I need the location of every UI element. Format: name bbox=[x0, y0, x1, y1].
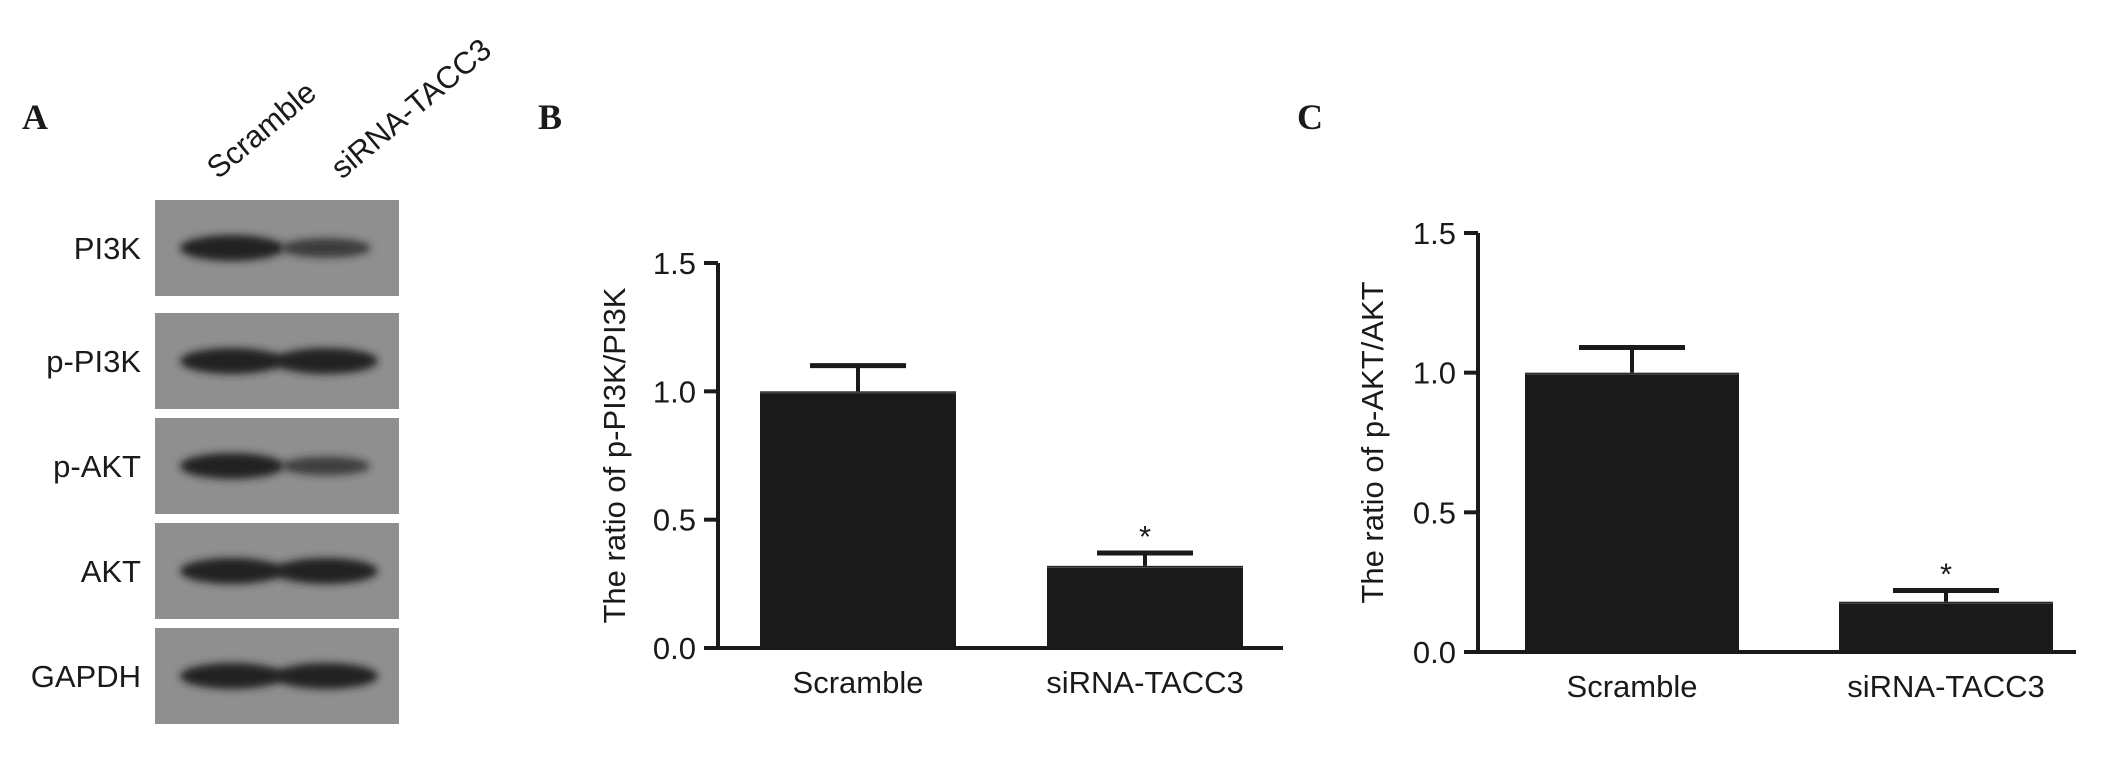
y-tick-label: 1.5 bbox=[653, 246, 696, 281]
bar bbox=[1839, 601, 2053, 652]
bar bbox=[1047, 565, 1243, 648]
y-tick-label: 0.0 bbox=[1413, 635, 1456, 670]
y-tick-label: 1.5 bbox=[1413, 216, 1456, 251]
y-tick-label: 0.5 bbox=[1413, 495, 1456, 530]
bar-chart-p-pi3k: 0.0 0.5 1.0 1.5 The ratio of p-PI3K/PI3K Scra… bbox=[597, 246, 1283, 700]
x-tick-label: siRNA-TACC3 bbox=[1046, 665, 1244, 700]
blot-row-label: p-AKT bbox=[53, 449, 141, 484]
x-tick-label: Scramble bbox=[793, 665, 924, 700]
y-axis-label: The ratio of p-PI3K/PI3K bbox=[597, 287, 632, 623]
y-tick-label: 0.5 bbox=[653, 503, 696, 538]
bar-chart-p-akt: 0.0 0.5 1.0 1.5 The ratio of p-AKT/AKT Scramb… bbox=[1355, 216, 2076, 704]
panel-label-a: A bbox=[22, 97, 48, 137]
bar bbox=[760, 391, 956, 648]
blot-row-label: AKT bbox=[81, 554, 141, 589]
blot-row-label: GAPDH bbox=[31, 659, 141, 694]
panel-label-c: C bbox=[1297, 97, 1323, 137]
blot-band bbox=[281, 238, 371, 258]
blot-band bbox=[180, 235, 284, 261]
y-axis-label: The ratio of p-AKT/AKT bbox=[1355, 281, 1390, 603]
blot-row-label: PI3K bbox=[74, 231, 142, 266]
blot-band bbox=[274, 348, 378, 374]
blot-band bbox=[180, 663, 284, 689]
x-tick-label: Scramble bbox=[1567, 669, 1698, 704]
significance-marker: * bbox=[1139, 519, 1151, 554]
panel-label-b: B bbox=[538, 97, 563, 137]
blot-lane-label: Scramble bbox=[200, 74, 323, 185]
x-tick-label: siRNA-TACC3 bbox=[1847, 669, 2045, 704]
significance-marker: * bbox=[1940, 557, 1952, 592]
blot-band bbox=[274, 558, 378, 584]
blot-band bbox=[281, 456, 371, 476]
blot-lane-label: siRNA-TACC3 bbox=[324, 32, 498, 186]
blot-band bbox=[180, 453, 284, 479]
blot-band bbox=[274, 663, 378, 689]
y-tick-label: 1.0 bbox=[653, 374, 696, 409]
western-blot-panel: Scramble siRNA-TACC3 PI3K p-PI3K p-AKT AKT GAP… bbox=[31, 32, 498, 724]
blot-band bbox=[180, 558, 284, 584]
y-tick-label: 1.0 bbox=[1413, 356, 1456, 391]
bar bbox=[1525, 372, 1739, 652]
blot-band bbox=[180, 348, 284, 374]
y-tick-label: 0.0 bbox=[653, 631, 696, 666]
blot-row-label: p-PI3K bbox=[46, 344, 141, 379]
